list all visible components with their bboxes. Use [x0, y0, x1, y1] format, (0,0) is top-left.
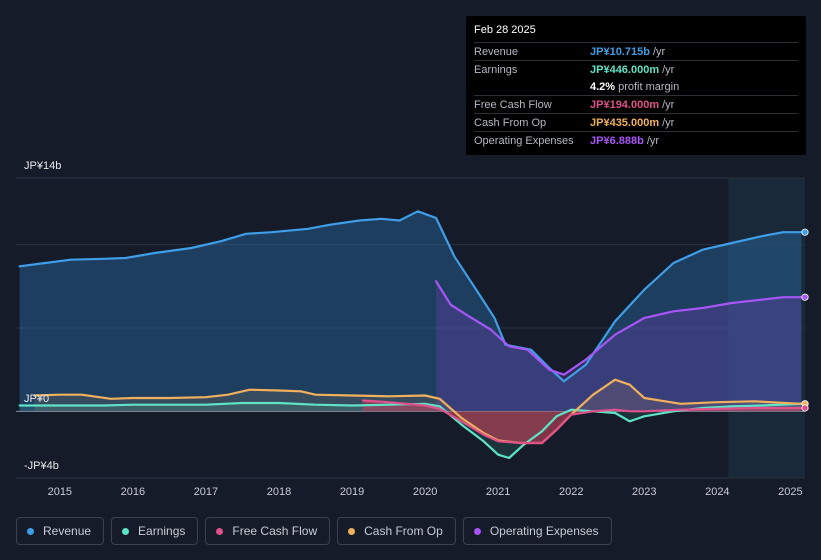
- legend-item-operating-expenses[interactable]: Operating Expenses: [462, 517, 612, 545]
- tooltip-unit: /yr: [646, 134, 660, 147]
- tooltip-value: JP¥435.000m: [590, 116, 660, 129]
- line-revenue: [18, 210, 803, 383]
- tooltip-label: Earnings: [474, 63, 518, 76]
- tooltip-label: Revenue: [474, 45, 519, 58]
- legend-item-cash-from-op[interactable]: Cash From Op: [337, 517, 456, 545]
- tooltip-unit: /yr: [662, 63, 675, 76]
- tooltip-row-margin: 4.2% profit margin: [474, 78, 798, 96]
- series-lines: [18, 210, 803, 460]
- legend-item-free-cash-flow[interactable]: Free Cash Flow: [205, 517, 331, 545]
- tooltip-row-fcf: Free Cash Flow JP¥194.000m /yr: [474, 96, 798, 114]
- legend-label: Free Cash Flow: [232, 524, 318, 538]
- end-marker-operating-expenses: [801, 293, 809, 301]
- x-tick-label: 2016: [121, 486, 145, 498]
- end-marker-free-cash-flow: [801, 404, 809, 412]
- tooltip-row-revenue: Revenue JP¥10.715b /yr: [474, 43, 798, 61]
- legend-label: Cash From Op: [364, 524, 443, 538]
- tooltip-value: JP¥446.000m: [590, 63, 660, 76]
- legend-label: Operating Expenses: [489, 524, 599, 538]
- end-markers: [801, 228, 809, 412]
- area-operating-expenses: [436, 281, 802, 412]
- x-tick-label: 2019: [340, 486, 364, 498]
- legend-dot-icon: [473, 527, 481, 535]
- series-areas: [19, 211, 802, 458]
- tooltip-label: Cash From Op: [474, 116, 547, 129]
- area-revenue: [19, 211, 802, 412]
- area-free-cash-flow: [363, 400, 802, 443]
- tooltip-value: JP¥10.715b: [590, 45, 650, 58]
- line-operating-expenses: [435, 280, 803, 376]
- x-tick-label: 2024: [705, 486, 729, 498]
- legend: Revenue Earnings Free Cash Flow Cash Fro…: [16, 517, 619, 545]
- tooltip-unit: /yr: [662, 116, 675, 129]
- x-tick-label: 2020: [413, 486, 437, 498]
- tooltip-value: 4.2%: [590, 80, 616, 93]
- legend-dot-icon: [122, 527, 130, 535]
- line-free-cash-flow: [361, 399, 803, 445]
- tooltip-label: Operating Expenses: [474, 134, 574, 147]
- x-axis-ticks: 2015 2016 2017 2018 2019 2020 2021 2022 2023 2024…: [48, 486, 803, 498]
- x-tick-label: 2022: [559, 486, 583, 498]
- end-marker-revenue: [801, 228, 809, 236]
- x-tick-label: 2025: [778, 486, 802, 498]
- line-earnings: [18, 401, 803, 460]
- y-label-bottom: -JP¥4b: [24, 460, 59, 472]
- legend-dot-icon: [348, 527, 356, 535]
- legend-dot-icon: [216, 527, 224, 535]
- x-tick-label: 2017: [194, 486, 218, 498]
- tooltip-date: Feb 28 2025: [474, 24, 798, 43]
- tooltip-row-earnings: Earnings JP¥446.000m /yr: [474, 61, 798, 78]
- tooltip-unit: /yr: [662, 98, 675, 111]
- tooltip-label: Free Cash Flow: [474, 98, 552, 111]
- legend-item-revenue[interactable]: Revenue: [16, 517, 105, 545]
- tooltip-value: JP¥194.000m: [590, 98, 660, 111]
- y-label-zero: JP¥0: [24, 393, 50, 405]
- tooltip-unit: /yr: [652, 45, 666, 58]
- tooltip-row-opex: Operating Expenses JP¥6.888b /yr: [474, 132, 798, 149]
- tooltip-unit: profit margin: [618, 80, 680, 93]
- gridlines: [16, 177, 805, 479]
- legend-dot-icon: [27, 527, 34, 535]
- x-tick-label: 2015: [48, 486, 72, 498]
- legend-item-earnings[interactable]: Earnings: [111, 517, 199, 545]
- tooltip-value: JP¥6.888b: [590, 134, 644, 147]
- tooltip-panel: Feb 28 2025 Revenue JP¥10.715b /yr Earni…: [466, 16, 806, 155]
- y-label-top: JP¥14b: [24, 160, 62, 172]
- x-tick-label: 2018: [267, 486, 291, 498]
- tooltip-row-cfo: Cash From Op JP¥435.000m /yr: [474, 114, 798, 132]
- x-tick-label: 2023: [632, 486, 656, 498]
- x-tick-label: 2021: [486, 486, 510, 498]
- legend-label: Revenue: [43, 524, 92, 538]
- legend-label: Earnings: [138, 524, 186, 538]
- line-cash-from-op: [33, 378, 803, 445]
